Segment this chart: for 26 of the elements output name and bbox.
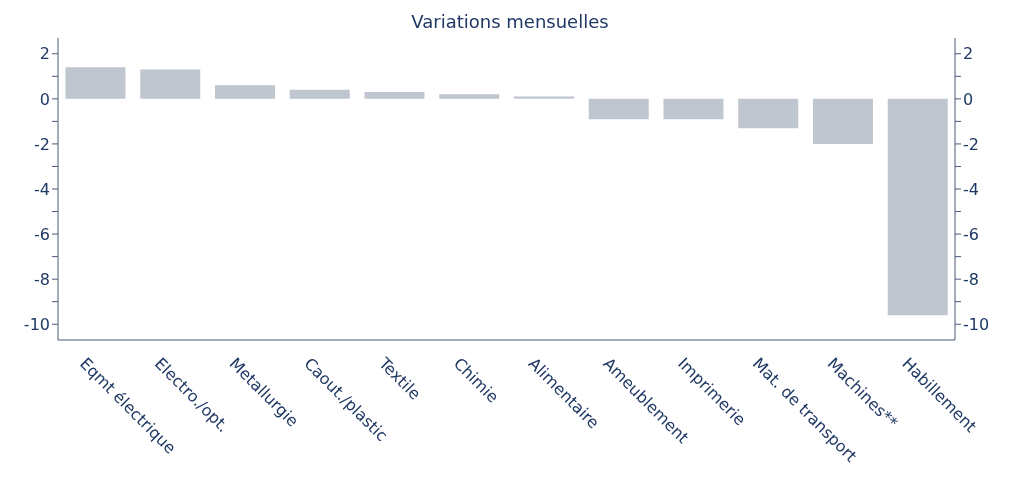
bar	[214, 85, 275, 99]
bar	[439, 94, 500, 99]
y-tick-label: -6	[34, 224, 50, 244]
y-tick-label: -8	[34, 269, 50, 289]
y-tick-label: 0	[39, 89, 50, 109]
y-tick-label: -2	[34, 134, 50, 154]
chart-title: Variations mensuelles	[411, 11, 609, 32]
y2-tick-label: 2	[963, 44, 974, 64]
bar	[738, 98, 799, 129]
y2-tick-label: -2	[963, 134, 979, 154]
y2-tick-label: -10	[963, 314, 990, 334]
bar	[140, 69, 201, 99]
bar	[812, 98, 873, 144]
y-tick-label: -10	[23, 314, 50, 334]
y-tick-label: 2	[39, 44, 50, 64]
bar	[887, 98, 948, 316]
y2-tick-label: -8	[963, 269, 979, 289]
bar	[289, 89, 350, 99]
y2-tick-label: -6	[963, 224, 979, 244]
bar	[364, 92, 425, 99]
bar	[65, 67, 126, 99]
bar	[663, 98, 724, 120]
y2-tick-label: -4	[963, 179, 979, 199]
y-tick-label: -4	[34, 179, 50, 199]
y2-tick-label: 0	[963, 89, 974, 109]
bar	[588, 98, 649, 120]
